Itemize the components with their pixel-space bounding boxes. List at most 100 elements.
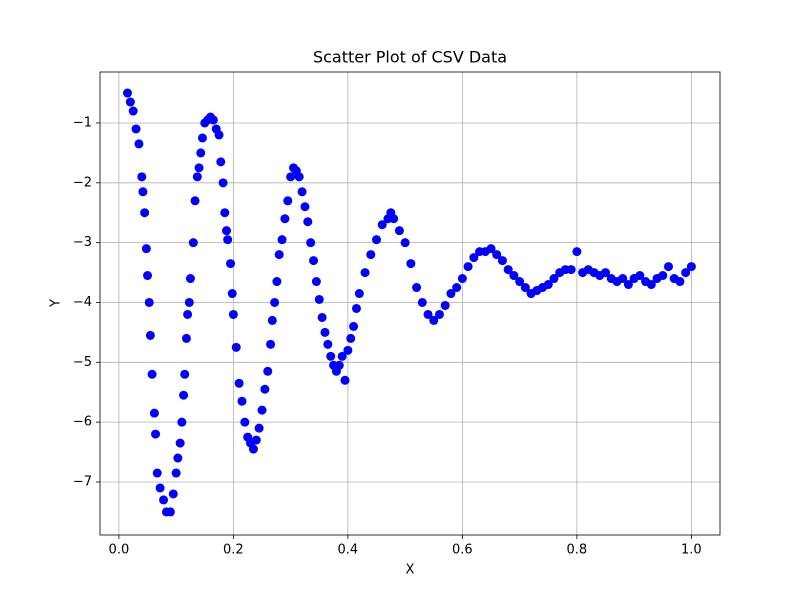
point	[317, 312, 327, 322]
point	[280, 214, 290, 224]
point	[675, 277, 685, 287]
point	[257, 405, 267, 415]
point	[184, 297, 194, 307]
point	[349, 321, 359, 331]
point	[354, 289, 364, 299]
point	[549, 274, 559, 284]
point	[248, 444, 258, 454]
point	[152, 468, 162, 478]
point	[686, 262, 696, 272]
point	[277, 235, 287, 245]
point	[190, 196, 200, 206]
x-tick-label: 0.4	[338, 543, 359, 558]
points	[122, 88, 696, 517]
point	[181, 333, 191, 343]
point	[173, 453, 183, 463]
point	[434, 309, 444, 319]
point	[566, 265, 576, 275]
point	[165, 507, 175, 517]
point	[168, 489, 178, 499]
point	[274, 250, 284, 260]
point	[601, 268, 611, 278]
point	[134, 139, 144, 149]
point	[226, 259, 236, 269]
point	[663, 262, 673, 272]
point	[151, 429, 161, 439]
point	[503, 265, 513, 275]
y-axis-label: Y	[49, 299, 64, 308]
point	[346, 333, 356, 343]
point	[343, 345, 353, 355]
x-tick-label: 0.2	[223, 543, 244, 558]
y-tick-label: −5	[73, 355, 92, 370]
point	[220, 208, 230, 218]
point	[417, 297, 427, 307]
y-tick-label: −3	[73, 235, 92, 250]
point	[394, 226, 404, 236]
y-tick-label: −1	[73, 115, 92, 130]
x-tick-label: 1.0	[681, 543, 702, 558]
point	[340, 375, 350, 385]
point	[222, 226, 232, 236]
point	[446, 289, 456, 299]
point	[658, 271, 668, 281]
point	[326, 351, 336, 361]
point	[283, 196, 293, 206]
point	[140, 208, 150, 218]
point	[175, 438, 185, 448]
point	[223, 235, 233, 245]
grid	[100, 72, 720, 535]
point	[218, 178, 228, 188]
point	[240, 417, 250, 427]
point	[311, 277, 321, 287]
point	[149, 408, 159, 418]
plot-frame	[99, 71, 721, 536]
point	[263, 366, 273, 376]
x-tick-label: 0.0	[109, 543, 130, 558]
point	[254, 423, 264, 433]
point	[406, 259, 416, 269]
point	[306, 238, 316, 248]
point	[143, 271, 153, 281]
point	[286, 172, 296, 182]
point	[492, 250, 502, 260]
point	[314, 294, 324, 304]
point	[188, 238, 198, 248]
point	[179, 390, 189, 400]
point	[237, 396, 247, 406]
point	[155, 483, 165, 493]
point	[192, 172, 202, 182]
point	[294, 172, 304, 182]
point	[125, 97, 135, 107]
point	[183, 309, 193, 319]
point	[137, 172, 147, 182]
point	[366, 250, 376, 260]
point	[260, 384, 270, 394]
point	[309, 256, 319, 266]
point	[389, 214, 399, 224]
point	[377, 220, 387, 230]
point	[681, 268, 691, 278]
point	[234, 378, 244, 388]
point	[159, 495, 169, 505]
point	[618, 274, 628, 284]
point	[180, 369, 190, 379]
point	[520, 283, 530, 293]
point	[177, 417, 187, 427]
y-tick-label: −2	[73, 175, 92, 190]
point	[128, 106, 138, 116]
point	[297, 187, 307, 197]
point	[194, 163, 204, 173]
point	[429, 315, 439, 325]
point	[145, 330, 155, 340]
point	[623, 280, 633, 290]
point	[372, 235, 382, 245]
point	[227, 289, 237, 299]
point	[635, 271, 645, 281]
point	[131, 124, 141, 134]
point	[486, 244, 496, 254]
point	[266, 339, 276, 349]
point	[300, 202, 310, 212]
